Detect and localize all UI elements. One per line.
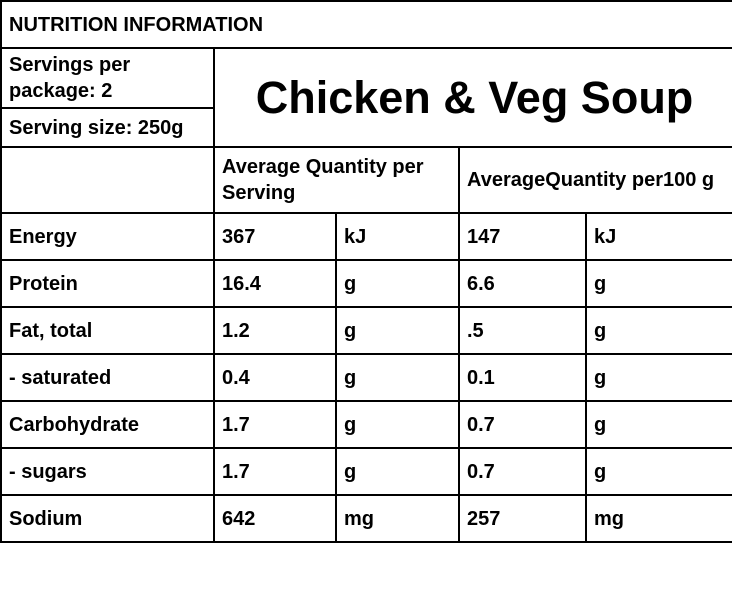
table-row-energy: Energy 367 kJ 147 kJ bbox=[0, 212, 732, 261]
per-serving-value: 642 bbox=[213, 494, 337, 543]
per-serving-value: 16.4 bbox=[213, 259, 337, 308]
table-row-carbohydrate: Carbohydrate 1.7 g 0.7 g bbox=[0, 400, 732, 449]
per-100g-value: 6.6 bbox=[458, 259, 587, 308]
nutrient-name: Sodium bbox=[0, 494, 215, 543]
per-serving-value: 1.7 bbox=[213, 447, 337, 496]
column-header-per-serving: Average Quantity per Serving bbox=[213, 146, 460, 214]
table-row-protein: Protein 16.4 g 6.6 g bbox=[0, 259, 732, 308]
per-serving-unit: g bbox=[335, 306, 460, 355]
product-title: Chicken & Veg Soup bbox=[213, 47, 732, 148]
table-row-fat-total: Fat, total 1.2 g .5 g bbox=[0, 306, 732, 355]
nutrient-name: Fat, total bbox=[0, 306, 215, 355]
servings-row: Servings per package: 2 Chicken & Veg So… bbox=[0, 47, 732, 148]
per-serving-value: 1.2 bbox=[213, 306, 337, 355]
per-serving-unit: mg bbox=[335, 494, 460, 543]
per-serving-unit: kJ bbox=[335, 212, 460, 261]
per-100g-value: 257 bbox=[458, 494, 587, 543]
nutrient-name: Protein bbox=[0, 259, 215, 308]
per-100g-unit: kJ bbox=[585, 212, 732, 261]
per-100g-value: 0.7 bbox=[458, 400, 587, 449]
per-serving-unit: g bbox=[335, 400, 460, 449]
per-serving-unit: g bbox=[335, 259, 460, 308]
table-row-saturated: - saturated 0.4 g 0.1 g bbox=[0, 353, 732, 402]
serving-size: Serving size: 250g bbox=[0, 107, 215, 148]
table-row-sugars: - sugars 1.7 g 0.7 g bbox=[0, 447, 732, 496]
nutrient-name: Carbohydrate bbox=[0, 400, 215, 449]
servings-per-package: Servings per package: 2 bbox=[0, 47, 215, 109]
table-row-sodium: Sodium 642 mg 257 mg bbox=[0, 494, 732, 543]
column-header-per-100g: AverageQuantity per100 g bbox=[458, 146, 732, 214]
per-100g-value: 0.1 bbox=[458, 353, 587, 402]
nutrition-table: NUTRITION INFORMATION Servings per packa… bbox=[0, 0, 732, 543]
per-serving-unit: g bbox=[335, 353, 460, 402]
per-serving-value: 1.7 bbox=[213, 400, 337, 449]
column-header-empty bbox=[0, 146, 215, 214]
nutrient-name: - sugars bbox=[0, 447, 215, 496]
per-100g-value: 147 bbox=[458, 212, 587, 261]
nutrition-info-header-row: NUTRITION INFORMATION bbox=[0, 0, 732, 49]
nutrition-info-header: NUTRITION INFORMATION bbox=[0, 0, 732, 49]
per-100g-unit: g bbox=[585, 447, 732, 496]
per-100g-unit: mg bbox=[585, 494, 732, 543]
per-serving-unit: g bbox=[335, 447, 460, 496]
per-100g-value: .5 bbox=[458, 306, 587, 355]
nutrient-name: - saturated bbox=[0, 353, 215, 402]
per-100g-unit: g bbox=[585, 259, 732, 308]
per-100g-unit: g bbox=[585, 400, 732, 449]
per-100g-value: 0.7 bbox=[458, 447, 587, 496]
per-100g-unit: g bbox=[585, 353, 732, 402]
per-serving-value: 367 bbox=[213, 212, 337, 261]
per-100g-unit: g bbox=[585, 306, 732, 355]
serving-size-row: Serving size: 250g bbox=[0, 107, 732, 148]
per-serving-value: 0.4 bbox=[213, 353, 337, 402]
column-header-row: Average Quantity per Serving AverageQuan… bbox=[0, 146, 732, 214]
nutrient-name: Energy bbox=[0, 212, 215, 261]
